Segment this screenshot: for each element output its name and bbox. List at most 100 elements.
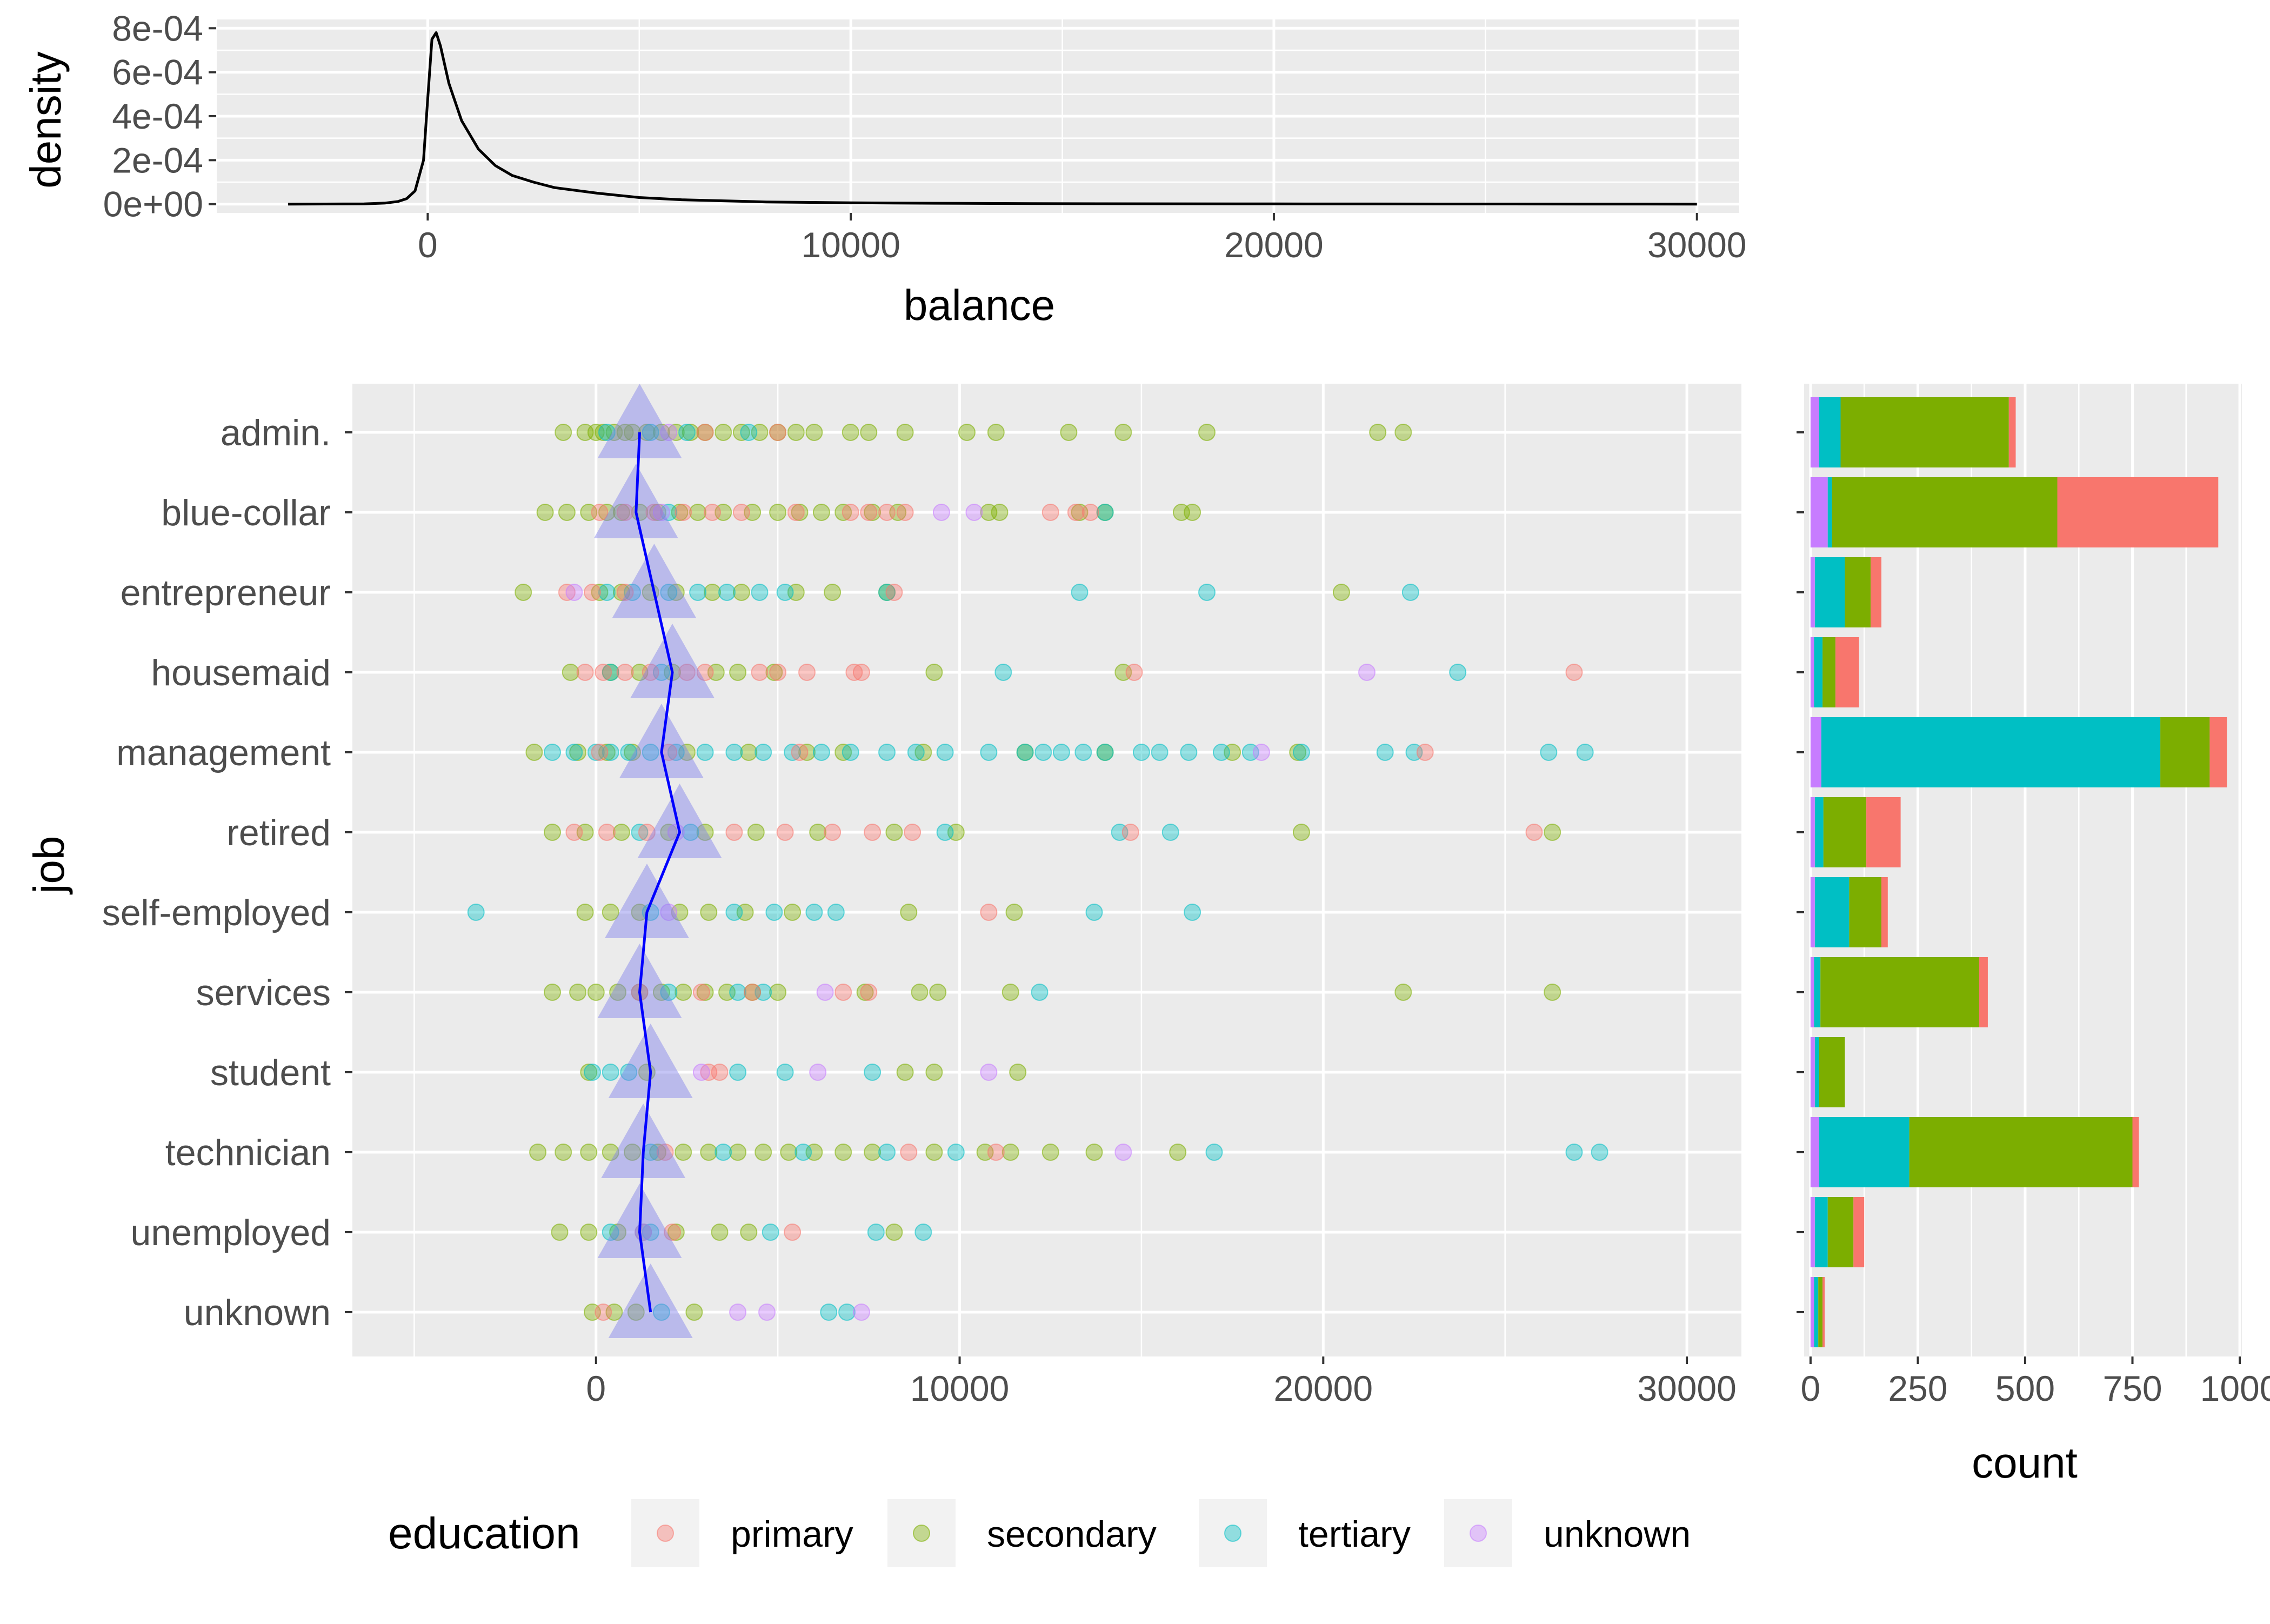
scatter-point-unknown bbox=[565, 584, 583, 601]
scatter-point-tertiary bbox=[620, 744, 638, 761]
scatter-point-secondary bbox=[1332, 584, 1350, 601]
scatter-point-tertiary bbox=[762, 1224, 779, 1241]
scatter-point-tertiary bbox=[765, 904, 783, 921]
scatter-point-secondary bbox=[747, 824, 765, 841]
scatter-y-tick-label: services bbox=[196, 972, 331, 1013]
density-curve-layer bbox=[288, 31, 1697, 206]
scatter-point-secondary bbox=[780, 1144, 798, 1161]
bar-segment-tertiary bbox=[1814, 797, 1824, 867]
scatter-point-secondary bbox=[1369, 424, 1387, 441]
scatter-point-tertiary bbox=[729, 1064, 747, 1081]
scatter-point-tertiary bbox=[936, 744, 954, 761]
scatter-point-secondary bbox=[696, 984, 714, 1001]
scatter-point-primary bbox=[696, 664, 714, 681]
scatter-point-unknown bbox=[758, 1304, 776, 1321]
density-curve bbox=[288, 31, 1697, 206]
scatter-point-tertiary bbox=[642, 424, 659, 441]
scatter-x-tick-label: 20000 bbox=[1274, 1368, 1373, 1408]
scatter-point-tertiary bbox=[1085, 904, 1103, 921]
bar-segment-secondary bbox=[1819, 1037, 1845, 1107]
scatter-point-secondary bbox=[1544, 824, 1561, 841]
scatter-point-tertiary bbox=[1565, 1144, 1583, 1161]
scatter-point-secondary bbox=[834, 1144, 852, 1161]
scatter-point-secondary bbox=[911, 984, 929, 1001]
mean-balance-line bbox=[635, 432, 681, 1313]
scatter-point-primary bbox=[751, 664, 769, 681]
scatter-point-secondary bbox=[591, 584, 609, 601]
scatter-point-secondary bbox=[1114, 424, 1132, 441]
scatter-point-unknown bbox=[660, 424, 678, 441]
bar-x-ticks: 0 250 500 750 1000 bbox=[1801, 1356, 2270, 1408]
scatter-point-secondary bbox=[569, 984, 587, 1001]
bar-segment-primary bbox=[2008, 397, 2016, 467]
scatter-point-secondary bbox=[791, 504, 809, 521]
scatter-point-tertiary bbox=[598, 584, 616, 601]
scatter-point-secondary bbox=[856, 984, 874, 1001]
scatter-point-secondary bbox=[649, 1144, 667, 1161]
scatter-point-secondary bbox=[700, 904, 718, 921]
scatter-point-primary bbox=[732, 504, 750, 521]
scatter-point-secondary bbox=[612, 824, 630, 841]
scatter-y-tick-label: blue-collar bbox=[161, 492, 331, 533]
scatter-point-tertiary bbox=[467, 904, 485, 921]
legend-label-tertiary: tertiary bbox=[1298, 1514, 1411, 1555]
scatter-point-tertiary bbox=[642, 1224, 659, 1241]
scatter-point-tertiary bbox=[1034, 744, 1052, 761]
scatter-point-secondary bbox=[576, 904, 594, 921]
scatter-point-secondary bbox=[609, 984, 627, 1001]
bar-segment-secondary bbox=[1909, 1117, 2133, 1187]
scatter-point-tertiary bbox=[652, 1304, 670, 1321]
scatter-point-secondary bbox=[569, 744, 587, 761]
scatter-point-secondary bbox=[551, 1224, 569, 1241]
scatter-point-primary bbox=[675, 504, 692, 521]
mean-triangle-marker bbox=[597, 384, 682, 458]
scatter-point-unknown bbox=[660, 904, 678, 921]
scatter-point-secondary bbox=[925, 1144, 943, 1161]
scatter-point-primary bbox=[1041, 504, 1059, 521]
scatter-point-tertiary bbox=[725, 744, 743, 761]
scatter-point-tertiary bbox=[598, 424, 616, 441]
bar-segment-tertiary bbox=[1814, 557, 1845, 627]
scatter-x-tick-label: 10000 bbox=[910, 1368, 1010, 1408]
scatter-point-primary bbox=[787, 504, 805, 521]
scatter-point-primary bbox=[1081, 504, 1099, 521]
legend-swatch-tertiary bbox=[1224, 1525, 1241, 1542]
scatter-point-tertiary bbox=[947, 1144, 965, 1161]
scatter-point-tertiary bbox=[667, 744, 685, 761]
scatter-point-tertiary bbox=[820, 1304, 838, 1321]
scatter-point-secondary bbox=[555, 424, 572, 441]
bar-segment-primary bbox=[2057, 477, 2219, 547]
scatter-point-tertiary bbox=[1212, 744, 1230, 761]
legend-label-unknown: unknown bbox=[1544, 1514, 1691, 1555]
scatter-point-secondary bbox=[602, 1144, 619, 1161]
scatter-point-secondary bbox=[1002, 984, 1019, 1001]
bar-segment-secondary bbox=[1823, 797, 1867, 867]
scatter-point-secondary bbox=[700, 1144, 718, 1161]
scatter-point-secondary bbox=[667, 584, 685, 601]
scatter-point-primary bbox=[885, 584, 903, 601]
scatter-point-secondary bbox=[715, 424, 732, 441]
scatter-point-secondary bbox=[602, 904, 619, 921]
scatter-point-secondary bbox=[729, 664, 747, 681]
scatter-point-secondary bbox=[624, 424, 641, 441]
scatter-point-primary bbox=[1416, 744, 1434, 761]
mean-triangle-marker bbox=[604, 864, 689, 938]
scatter-point-secondary bbox=[627, 1304, 645, 1321]
scatter-point-secondary bbox=[580, 1144, 598, 1161]
scatter-point-primary bbox=[860, 984, 878, 1001]
scatter-point-secondary bbox=[987, 424, 1005, 441]
scatter-point-tertiary bbox=[838, 1304, 856, 1321]
legend-swatch-unknown bbox=[1470, 1525, 1487, 1542]
scatter-point-unknown bbox=[980, 1064, 998, 1081]
bar-segment-secondary bbox=[1840, 397, 2009, 467]
scatter-point-secondary bbox=[536, 504, 554, 521]
scatter-point-primary bbox=[784, 1224, 802, 1241]
legend-key-primary bbox=[631, 1499, 699, 1567]
scatter-point-tertiary bbox=[682, 824, 699, 841]
scatter-point-primary bbox=[664, 1224, 681, 1241]
scatter-point-secondary bbox=[991, 504, 1009, 521]
scatter-point-secondary bbox=[834, 744, 852, 761]
scatter-point-secondary bbox=[864, 1144, 882, 1161]
density-y-tick-label: 4e-04 bbox=[112, 96, 203, 136]
